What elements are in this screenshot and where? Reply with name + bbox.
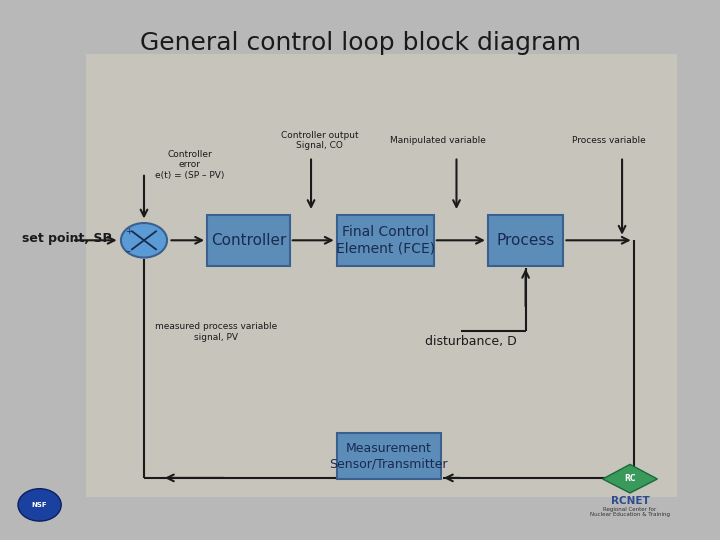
Circle shape (121, 223, 167, 258)
FancyBboxPatch shape (337, 433, 441, 480)
Text: Controller
error
e(t) = (SP – PV): Controller error e(t) = (SP – PV) (155, 150, 224, 180)
Text: Measurement
Sensor/Transmitter: Measurement Sensor/Transmitter (330, 442, 448, 470)
Text: Manipulated variable: Manipulated variable (390, 136, 486, 145)
Text: Controller: Controller (211, 233, 286, 248)
Text: Process variable: Process variable (572, 136, 645, 145)
FancyBboxPatch shape (488, 214, 563, 266)
Text: –: – (126, 246, 131, 255)
Text: +: + (125, 227, 132, 236)
Text: RCNET: RCNET (611, 496, 649, 505)
Text: Final Control
Element (FCE): Final Control Element (FCE) (336, 225, 435, 255)
Polygon shape (603, 464, 657, 493)
Text: General control loop block diagram: General control loop block diagram (140, 31, 580, 55)
FancyBboxPatch shape (337, 214, 433, 266)
Text: RC: RC (624, 475, 636, 483)
Text: disturbance, D: disturbance, D (425, 335, 516, 348)
Text: Process: Process (496, 233, 555, 248)
Text: measured process variable
signal, PV: measured process variable signal, PV (155, 322, 277, 342)
Text: Regional Center for
Nuclear Education & Training: Regional Center for Nuclear Education & … (590, 507, 670, 517)
FancyBboxPatch shape (86, 54, 677, 497)
Circle shape (18, 489, 61, 521)
FancyBboxPatch shape (207, 214, 289, 266)
Text: set point, SP: set point, SP (22, 232, 111, 245)
Text: Controller output
Signal, CO: Controller output Signal, CO (281, 131, 359, 150)
Text: NSF: NSF (32, 502, 48, 508)
